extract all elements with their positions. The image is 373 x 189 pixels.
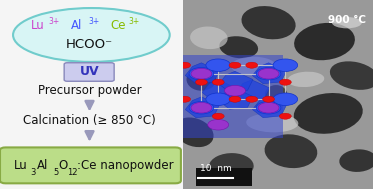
Polygon shape xyxy=(185,63,219,84)
Circle shape xyxy=(189,67,214,80)
Bar xyxy=(0,0,183,189)
Text: 900 °C: 900 °C xyxy=(328,15,366,25)
Text: Lu: Lu xyxy=(31,19,44,32)
Ellipse shape xyxy=(339,149,373,172)
Ellipse shape xyxy=(174,118,214,147)
Polygon shape xyxy=(185,97,219,118)
Bar xyxy=(196,168,252,186)
Polygon shape xyxy=(219,88,253,109)
Ellipse shape xyxy=(219,36,258,58)
Circle shape xyxy=(246,96,258,102)
FancyBboxPatch shape xyxy=(64,63,114,81)
Ellipse shape xyxy=(209,153,254,180)
Bar xyxy=(183,0,373,189)
Text: 10  nm: 10 nm xyxy=(200,164,231,173)
Polygon shape xyxy=(253,63,286,84)
Text: :Ce nanopowder: :Ce nanopowder xyxy=(77,159,173,172)
Text: Lu: Lu xyxy=(14,159,28,172)
Text: 3+: 3+ xyxy=(128,17,140,26)
Ellipse shape xyxy=(294,93,363,134)
Ellipse shape xyxy=(330,61,373,90)
Ellipse shape xyxy=(241,6,296,39)
Text: Precursor powder: Precursor powder xyxy=(38,84,141,97)
Circle shape xyxy=(246,62,258,68)
Circle shape xyxy=(229,96,241,102)
Circle shape xyxy=(212,79,224,85)
Ellipse shape xyxy=(186,68,216,91)
Polygon shape xyxy=(236,80,270,101)
Circle shape xyxy=(206,93,231,105)
Text: 5: 5 xyxy=(53,168,58,177)
Ellipse shape xyxy=(332,17,362,28)
Polygon shape xyxy=(253,97,286,118)
Circle shape xyxy=(258,68,279,79)
FancyBboxPatch shape xyxy=(0,147,181,183)
Circle shape xyxy=(279,113,291,119)
Circle shape xyxy=(273,59,298,71)
Circle shape xyxy=(179,96,191,102)
Circle shape xyxy=(258,102,279,113)
Ellipse shape xyxy=(264,134,317,168)
Circle shape xyxy=(225,85,245,96)
Polygon shape xyxy=(202,80,236,101)
Polygon shape xyxy=(219,71,253,92)
Text: 12: 12 xyxy=(67,168,78,177)
Text: 3+: 3+ xyxy=(88,17,100,26)
Text: HCOO⁻: HCOO⁻ xyxy=(66,38,113,51)
Circle shape xyxy=(263,96,275,102)
Text: O: O xyxy=(59,159,68,172)
Circle shape xyxy=(189,101,214,114)
Ellipse shape xyxy=(13,8,170,62)
Circle shape xyxy=(179,62,191,68)
Circle shape xyxy=(229,62,241,68)
Ellipse shape xyxy=(209,98,239,110)
Circle shape xyxy=(279,79,291,85)
Text: 3: 3 xyxy=(31,168,36,177)
Circle shape xyxy=(191,102,212,113)
Circle shape xyxy=(256,101,281,114)
Text: UV: UV xyxy=(80,65,99,78)
Text: Ce: Ce xyxy=(111,19,126,32)
Ellipse shape xyxy=(294,23,355,60)
Ellipse shape xyxy=(246,113,298,132)
FancyBboxPatch shape xyxy=(183,55,283,138)
Circle shape xyxy=(191,68,212,79)
Circle shape xyxy=(256,67,281,80)
Ellipse shape xyxy=(190,26,228,49)
Circle shape xyxy=(195,79,207,85)
Text: Al: Al xyxy=(37,159,48,172)
Text: Calcination (≥ 850 °C): Calcination (≥ 850 °C) xyxy=(23,115,156,127)
Text: 3+: 3+ xyxy=(48,17,60,26)
Ellipse shape xyxy=(288,72,324,87)
Circle shape xyxy=(206,59,231,71)
Ellipse shape xyxy=(231,57,276,76)
Circle shape xyxy=(208,119,229,130)
Ellipse shape xyxy=(265,85,287,104)
Circle shape xyxy=(273,93,298,105)
Circle shape xyxy=(212,113,224,119)
Text: Al: Al xyxy=(71,19,82,32)
